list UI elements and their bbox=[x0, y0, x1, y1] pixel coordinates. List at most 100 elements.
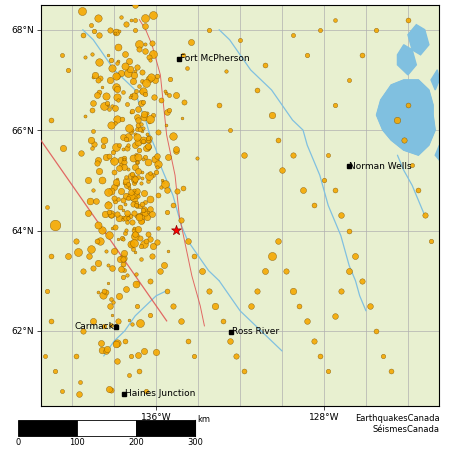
Point bbox=[134, 63, 141, 71]
Point bbox=[95, 157, 102, 164]
Point bbox=[154, 128, 162, 135]
Point bbox=[346, 267, 353, 274]
Text: Norman Wells: Norman Wells bbox=[349, 162, 411, 171]
Point bbox=[145, 53, 152, 61]
Point bbox=[145, 145, 152, 152]
Point bbox=[405, 101, 412, 109]
Point bbox=[136, 367, 143, 375]
Point bbox=[173, 226, 180, 233]
Point bbox=[373, 327, 380, 335]
Text: EarthquakesCanada
SéismesCanada: EarthquakesCanada SéismesCanada bbox=[355, 414, 439, 434]
Point bbox=[79, 327, 87, 335]
Point bbox=[95, 259, 102, 266]
Point bbox=[123, 271, 130, 278]
Point bbox=[139, 212, 146, 219]
Point bbox=[146, 196, 153, 203]
Point bbox=[135, 212, 143, 219]
Point bbox=[103, 288, 110, 296]
Point bbox=[135, 213, 142, 220]
Point bbox=[140, 111, 147, 118]
Point bbox=[145, 231, 152, 238]
Point bbox=[154, 161, 161, 168]
Point bbox=[133, 280, 140, 288]
Point bbox=[130, 225, 137, 232]
Point bbox=[162, 90, 169, 97]
Point bbox=[190, 353, 198, 360]
Point bbox=[87, 246, 94, 253]
Point bbox=[111, 183, 118, 190]
Point bbox=[409, 162, 416, 169]
Point bbox=[105, 188, 112, 195]
Point bbox=[130, 240, 138, 247]
Point bbox=[131, 1, 139, 8]
Point bbox=[126, 124, 133, 131]
Point bbox=[129, 154, 136, 162]
Point bbox=[125, 165, 132, 173]
Point bbox=[165, 106, 173, 113]
Point bbox=[122, 286, 130, 293]
Point bbox=[405, 16, 412, 23]
Point bbox=[140, 124, 147, 131]
Point bbox=[106, 76, 114, 84]
Point bbox=[159, 178, 167, 185]
Point bbox=[154, 191, 162, 199]
Point bbox=[125, 181, 132, 188]
Point bbox=[85, 176, 92, 184]
Point bbox=[158, 176, 165, 183]
Point bbox=[150, 50, 157, 58]
Point bbox=[59, 144, 67, 151]
Point bbox=[116, 214, 123, 222]
Bar bbox=[136, 420, 195, 436]
Point bbox=[89, 100, 96, 107]
Point bbox=[394, 117, 401, 124]
Point bbox=[128, 17, 135, 24]
Point bbox=[352, 252, 359, 259]
Point bbox=[142, 208, 149, 216]
Bar bbox=[77, 420, 136, 436]
Point bbox=[241, 367, 248, 375]
Point bbox=[316, 26, 323, 34]
Point bbox=[247, 302, 254, 309]
Point bbox=[105, 105, 112, 112]
Point bbox=[106, 302, 114, 309]
Point bbox=[289, 31, 296, 39]
Point bbox=[89, 128, 96, 135]
Point bbox=[147, 277, 154, 284]
Point bbox=[131, 16, 139, 23]
Point bbox=[400, 136, 407, 144]
Point bbox=[142, 144, 149, 151]
Point bbox=[76, 378, 83, 386]
Point bbox=[295, 302, 303, 309]
Point bbox=[222, 67, 230, 74]
Point bbox=[131, 230, 138, 238]
Point bbox=[136, 319, 144, 327]
Point bbox=[114, 340, 121, 347]
Point bbox=[121, 200, 129, 207]
Point bbox=[132, 213, 140, 220]
Point bbox=[88, 51, 95, 58]
Point bbox=[134, 168, 141, 175]
Point bbox=[115, 44, 122, 51]
Point bbox=[96, 238, 104, 245]
Point bbox=[274, 136, 281, 144]
Point bbox=[154, 72, 161, 79]
Point bbox=[98, 346, 106, 353]
Point bbox=[120, 249, 127, 257]
Point bbox=[146, 311, 154, 318]
Point bbox=[268, 112, 275, 119]
Point bbox=[146, 75, 153, 83]
Point bbox=[184, 337, 191, 345]
Point bbox=[108, 311, 116, 319]
Point bbox=[138, 68, 145, 76]
Point bbox=[138, 175, 145, 182]
Point bbox=[132, 178, 139, 185]
Point bbox=[152, 77, 159, 84]
Point bbox=[289, 287, 296, 294]
Point bbox=[127, 212, 134, 219]
Point bbox=[160, 262, 168, 269]
Point bbox=[144, 178, 151, 185]
Point bbox=[133, 126, 140, 133]
Point bbox=[77, 150, 84, 157]
Point bbox=[107, 321, 115, 329]
Point bbox=[117, 156, 124, 163]
